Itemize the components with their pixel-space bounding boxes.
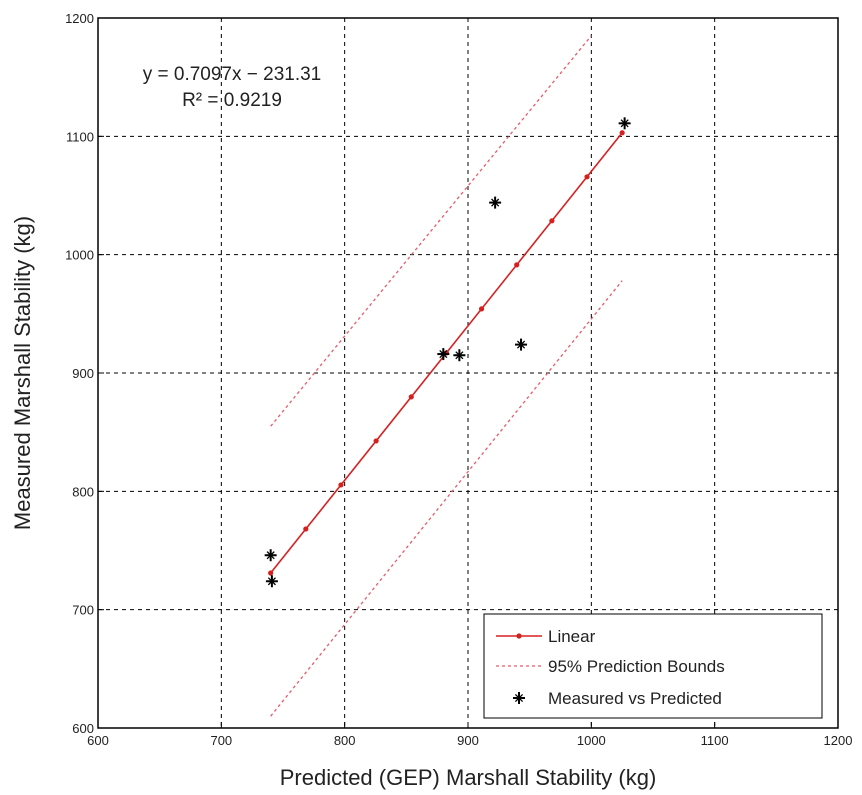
star-d2: [439, 350, 448, 359]
data-point: [264, 549, 277, 562]
x-tick-label: 1000: [577, 733, 606, 748]
fit-marker: [338, 482, 344, 488]
equation-annotation: y = 0.7097x − 231.31: [143, 64, 322, 85]
star-d2: [455, 351, 464, 360]
y-axis-label: Measured Marshall Stability (kg): [10, 216, 35, 530]
legend-points-marker: [513, 692, 525, 704]
data-point: [453, 349, 466, 362]
fit-marker: [303, 526, 309, 532]
data-point: [515, 338, 528, 351]
star-d2: [267, 577, 276, 586]
r-squared-annotation: R² = 0.9219: [182, 90, 282, 111]
y-tick-label: 1000: [65, 248, 94, 263]
x-tick-label: 1100: [701, 733, 729, 748]
data-point: [437, 348, 450, 361]
fit-marker: [478, 306, 485, 312]
prediction-bounds: [270, 35, 623, 717]
y-tick-label: 600: [72, 721, 94, 736]
x-axis-label: Predicted (GEP) Marshall Stability (kg): [280, 765, 657, 790]
y-tick-label: 900: [72, 366, 94, 381]
y-tick-label: 1100: [66, 129, 94, 144]
y-tick-label: 800: [72, 484, 94, 499]
star-d2: [514, 693, 524, 703]
grid: [98, 18, 838, 728]
x-tick-label: 600: [87, 733, 109, 748]
data-points: [264, 117, 631, 588]
star-d2: [491, 198, 500, 207]
fit-marker: [514, 262, 520, 268]
y-tick-label: 1200: [65, 11, 94, 26]
legend-bounds-label: 95% Prediction Bounds: [548, 657, 725, 676]
prediction-bound-upper: [270, 35, 592, 427]
legend: Linear 95% Prediction Bounds Measured vs…: [483, 613, 823, 719]
x-tick-label: 800: [334, 733, 356, 748]
legend-points-label: Measured vs Predicted: [548, 689, 722, 708]
legend-linear-label: Linear: [548, 627, 596, 646]
legend-linear-dot: [516, 633, 522, 639]
data-point: [265, 575, 278, 588]
legend-star: [513, 692, 525, 704]
x-tick-label: 1200: [824, 733, 853, 748]
star-d2: [266, 551, 275, 560]
fit-marker: [373, 438, 379, 444]
star-d2: [516, 340, 526, 349]
x-tick-label: 700: [210, 733, 232, 748]
fit-marker: [549, 218, 555, 224]
data-point: [489, 196, 502, 209]
y-tick-label: 700: [72, 603, 94, 618]
tick-labels: 600 700 800 900 1000 1100 1200 600 700 800 900 1000…: [65, 11, 852, 748]
x-tick-label: 900: [457, 733, 479, 748]
linear-fit: [268, 130, 625, 576]
data-point: [618, 117, 631, 130]
legend-linear-marker: [496, 633, 542, 639]
star-d2: [620, 119, 629, 128]
fit-marker: [408, 394, 414, 400]
fit-marker: [619, 130, 625, 136]
fit-marker: [584, 174, 590, 180]
fit-marker: [268, 570, 274, 576]
